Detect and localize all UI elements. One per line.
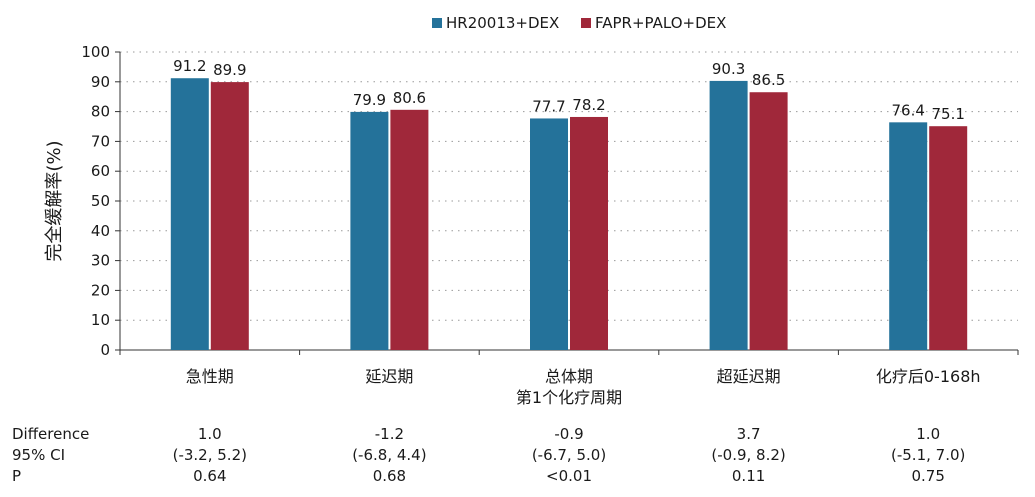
legend-label: FAPR+PALO+DEX: [595, 14, 726, 32]
stats-cell: 3.7: [737, 425, 761, 443]
stats-cell: 0.64: [193, 467, 226, 485]
bar: [350, 111, 389, 350]
y-tick-label: 40: [91, 222, 110, 240]
legend-label: HR20013+DEX: [446, 14, 559, 32]
stats-cell: (-6.8, 4.4): [352, 446, 426, 464]
y-tick-label: 10: [91, 311, 110, 329]
stats-row-label: 95% CI: [12, 446, 65, 464]
y-tick-label: 20: [91, 281, 110, 299]
stats-cell: (-0.9, 8.2): [711, 446, 785, 464]
x-category-label: 急性期: [186, 367, 234, 386]
stats-cell: -0.9: [554, 425, 583, 443]
bar: [390, 109, 429, 350]
y-tick-label: 50: [91, 192, 110, 210]
y-axis-label: 完全缓解率(%): [44, 140, 65, 261]
bar: [709, 80, 748, 350]
stats-row-label: Difference: [12, 425, 89, 443]
stats-cell: (-5.1, 7.0): [891, 446, 965, 464]
data-label: 86.5: [752, 71, 785, 89]
x-category-label: 延迟期: [365, 367, 413, 386]
stats-cell: (-3.2, 5.2): [173, 446, 247, 464]
stats-cell: <0.01: [546, 467, 592, 485]
data-label: 90.3: [712, 60, 745, 78]
data-label: 80.6: [393, 89, 426, 107]
y-tick-label: 0: [100, 341, 110, 359]
y-tick-label: 100: [81, 43, 110, 61]
data-label: 78.2: [572, 96, 605, 114]
data-label: 76.4: [891, 101, 924, 119]
data-label: 77.7: [532, 97, 565, 115]
y-tick-label: 60: [91, 162, 110, 180]
stats-cell: 1.0: [198, 425, 222, 443]
y-tick-label: 70: [91, 132, 110, 150]
data-label: 79.9: [353, 91, 386, 109]
x-category-label: 化疗后0-168h: [876, 367, 981, 386]
y-tick-label: 80: [91, 103, 110, 121]
stats-cell: 0.75: [911, 467, 944, 485]
x-category-label: 总体期: [545, 367, 593, 386]
data-label: 75.1: [931, 105, 964, 123]
y-tick-label: 90: [91, 73, 110, 91]
bar: [210, 82, 249, 351]
x-category-label: 第1个化疗周期: [516, 388, 622, 407]
bar: [749, 92, 788, 350]
stats-row-label: P: [12, 467, 21, 485]
bar: [530, 118, 568, 350]
bar: [929, 126, 968, 351]
stats-cell: 0.11: [732, 467, 765, 485]
stats-cell: 0.68: [373, 467, 406, 485]
data-label: 89.9: [213, 61, 246, 79]
legend-swatch: [432, 18, 442, 28]
data-label: 91.2: [173, 57, 206, 75]
y-tick-label: 30: [91, 252, 110, 270]
legend-swatch: [581, 18, 591, 28]
stats-cell: (-6.7, 5.0): [532, 446, 606, 464]
bar: [170, 78, 209, 350]
stats-cell: -1.2: [375, 425, 404, 443]
x-category-label: 超延迟期: [717, 367, 781, 386]
bar: [889, 122, 928, 350]
stats-cell: 1.0: [916, 425, 940, 443]
bar: [570, 116, 608, 351]
